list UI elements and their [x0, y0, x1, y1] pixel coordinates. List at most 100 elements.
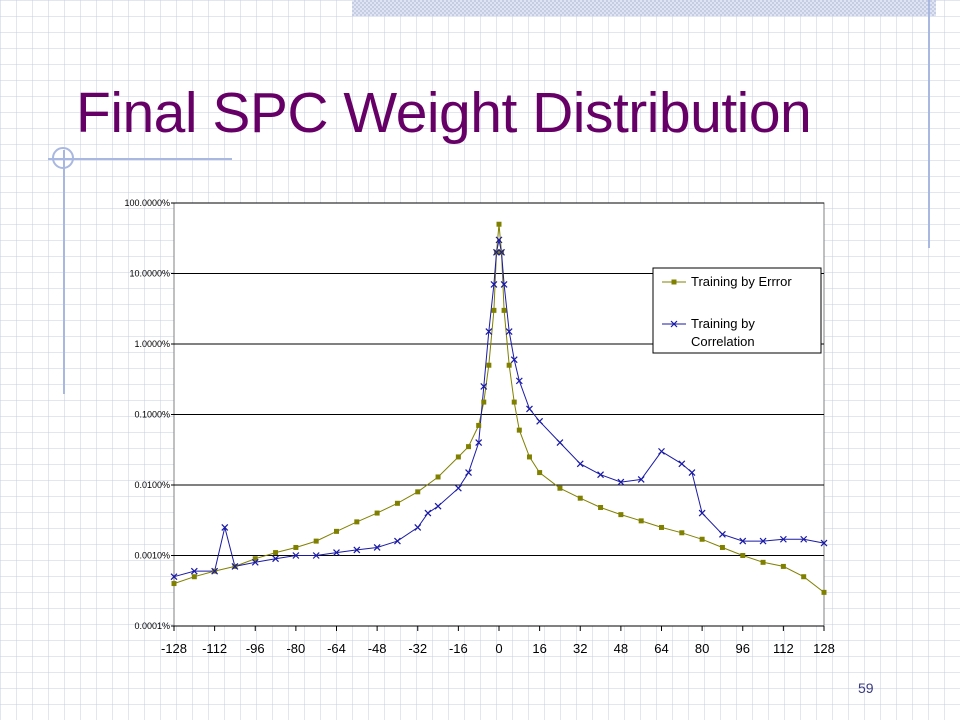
data-point — [658, 447, 665, 455]
x-tick-label: -96 — [246, 641, 265, 656]
x-tick-label: 32 — [573, 641, 587, 656]
data-point — [638, 518, 644, 524]
data-point — [698, 509, 706, 517]
data-point — [313, 538, 319, 544]
data-point-stroke — [190, 567, 198, 575]
data-point-stroke — [221, 524, 229, 531]
series-markers — [170, 221, 828, 595]
data-point — [739, 537, 747, 545]
data-point — [659, 524, 664, 530]
data-point — [498, 248, 505, 256]
slide-decoration-circle — [52, 147, 74, 169]
data-point-stroke — [510, 356, 518, 364]
data-point — [454, 484, 462, 492]
data-point — [510, 356, 518, 364]
x-tick-label: 16 — [532, 641, 546, 656]
y-tick-label: 1.0000% — [134, 339, 170, 349]
x-tick-label: -112 — [202, 641, 227, 656]
page-number: 59 — [858, 680, 874, 696]
data-point-stroke — [498, 248, 505, 256]
data-point — [678, 460, 686, 468]
data-point-stroke — [688, 469, 696, 477]
data-point — [190, 567, 198, 575]
x-tick-label: 0 — [495, 641, 502, 656]
data-point-stroke — [475, 439, 483, 446]
x-tick-label: 112 — [773, 641, 794, 656]
data-point-stroke — [211, 567, 219, 575]
data-point-stroke — [272, 555, 279, 563]
data-point-stroke — [759, 537, 767, 545]
data-point — [424, 509, 432, 517]
slide-right-decoration-line — [928, 0, 930, 248]
x-axis-tick-labels: -128 -112 -96 -80 -64 -48 -32 -16 0 16 32 48 64 80 96 1… — [161, 625, 835, 656]
data-point-stroke — [424, 509, 432, 517]
data-point-stroke — [779, 535, 787, 543]
data-point — [476, 422, 482, 428]
x-tick-label: 96 — [736, 641, 750, 656]
data-point — [273, 550, 279, 556]
data-point — [617, 478, 625, 486]
data-point — [820, 539, 828, 547]
data-point — [779, 535, 787, 543]
data-point — [171, 581, 177, 587]
data-point — [500, 280, 508, 288]
legend-label: Training by Correlation — [691, 316, 755, 349]
data-point — [493, 248, 500, 256]
data-point — [679, 530, 685, 536]
data-point — [293, 544, 299, 550]
y-axis-tick-labels: 0.0001% 0.0010% 0.0100% 0.1000% 1.0000% 10.00… — [124, 198, 174, 631]
data-point — [505, 328, 513, 336]
data-point — [480, 383, 488, 390]
data-point-stroke — [454, 484, 462, 492]
data-point — [490, 280, 498, 288]
data-point-stroke — [800, 535, 808, 543]
data-point-stroke — [698, 509, 706, 517]
data-point-stroke — [170, 573, 178, 581]
data-point — [252, 556, 258, 562]
legend-marker — [671, 279, 677, 285]
data-point — [688, 469, 696, 477]
data-point-stroke — [493, 248, 500, 256]
x-tick-label: 128 — [813, 641, 835, 656]
data-point — [618, 512, 624, 518]
data-point — [719, 544, 725, 550]
data-point — [526, 454, 532, 460]
data-point — [759, 537, 767, 545]
data-point — [821, 589, 827, 595]
x-tick-label: -128 — [161, 641, 187, 656]
data-point-stroke — [637, 475, 645, 483]
x-tick-label: -32 — [408, 641, 427, 656]
data-point-stroke — [678, 460, 686, 468]
data-point — [334, 528, 339, 534]
data-point — [699, 536, 705, 542]
x-tick-label: -80 — [286, 641, 305, 656]
data-point-stroke — [719, 530, 726, 538]
data-point-stroke — [576, 460, 584, 468]
slide-title: Final SPC Weight Distribution — [76, 81, 812, 145]
data-point — [354, 519, 360, 525]
data-point — [251, 558, 259, 566]
data-point — [495, 236, 503, 244]
chart-legend: Training by Errror Training by Correlation — [652, 267, 822, 354]
data-point-stroke — [333, 549, 340, 557]
data-point — [191, 574, 197, 580]
data-point — [496, 221, 502, 227]
data-point — [292, 552, 300, 559]
data-point-stroke — [434, 502, 442, 510]
data-point — [740, 553, 746, 558]
legend-marker — [670, 320, 678, 328]
data-point — [272, 555, 279, 563]
legend-label-line: Training by — [691, 316, 755, 331]
data-point — [597, 471, 604, 479]
data-point — [801, 574, 807, 580]
data-point-stroke — [353, 546, 361, 554]
data-point — [455, 454, 461, 460]
data-point — [501, 307, 507, 313]
data-point-stroke — [292, 552, 300, 559]
data-point-stroke — [617, 478, 625, 486]
data-point — [598, 504, 604, 510]
data-point — [312, 552, 320, 559]
data-point — [481, 399, 487, 405]
y-tick-label: 0.0001% — [134, 621, 170, 631]
data-point — [333, 549, 340, 557]
